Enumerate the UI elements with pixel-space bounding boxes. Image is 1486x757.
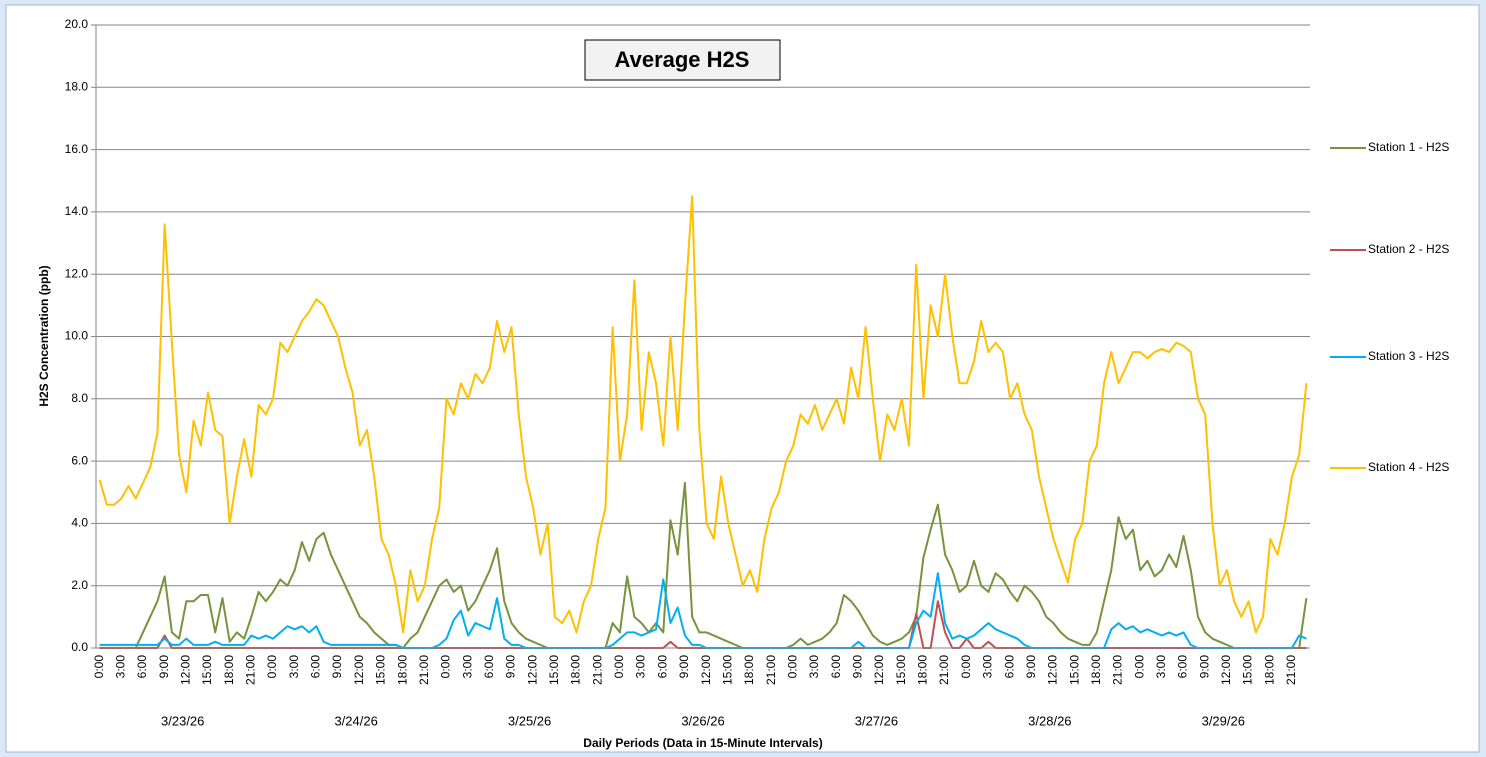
x-tick-label: 0:00	[92, 655, 106, 679]
x-tick-label: 21:00	[417, 655, 431, 685]
x-tick-label: 9:00	[677, 655, 691, 679]
x-tick-label: 9:00	[1197, 655, 1211, 679]
day-label: 3/27/26	[855, 713, 898, 728]
x-tick-label: 15:00	[894, 655, 908, 685]
x-tick-label: 6:00	[482, 655, 496, 679]
x-tick-label: 0:00	[612, 655, 626, 679]
x-tick-label: 12:00	[1219, 655, 1233, 685]
x-tick-label: 21:00	[937, 655, 951, 685]
x-tick-label: 15:00	[547, 655, 561, 685]
x-tick-label: 21:00	[1284, 655, 1298, 685]
day-label: 3/24/26	[334, 713, 377, 728]
x-tick-label: 3:00	[807, 655, 821, 679]
x-tick-label: 3:00	[981, 655, 995, 679]
y-tick-label: 0.0	[71, 640, 88, 654]
x-tick-label: 12:00	[525, 655, 539, 685]
x-tick-label: 0:00	[265, 655, 279, 679]
day-label: 3/28/26	[1028, 713, 1071, 728]
y-axis-title: H2S Concentration (ppb)	[37, 265, 51, 406]
x-tick-label: 18:00	[916, 655, 930, 685]
legend-label: Station 1 - H2S	[1368, 140, 1449, 154]
y-tick-label: 8.0	[71, 391, 88, 405]
x-axis-title: Daily Periods (Data in 15-Minute Interva…	[583, 736, 822, 750]
y-tick-label: 16.0	[65, 142, 89, 156]
x-tick-label: 9:00	[330, 655, 344, 679]
day-label: 3/25/26	[508, 713, 551, 728]
x-tick-label: 6:00	[655, 655, 669, 679]
x-tick-label: 21:00	[590, 655, 604, 685]
title-box	[584, 39, 781, 81]
x-tick-label: 18:00	[742, 655, 756, 685]
x-tick-label: 18:00	[1262, 655, 1276, 685]
x-tick-label: 18:00	[1089, 655, 1103, 685]
x-tick-label: 21:00	[1111, 655, 1125, 685]
series-line	[98, 195, 1308, 634]
x-tick-label: 9:00	[1024, 655, 1038, 679]
x-tick-label: 15:00	[374, 655, 388, 685]
x-tick-label: 3:00	[1154, 655, 1168, 679]
x-tick-label: 9:00	[851, 655, 865, 679]
x-tick-label: 9:00	[504, 655, 518, 679]
x-tick-label: 6:00	[829, 655, 843, 679]
x-tick-label: 6:00	[1002, 655, 1016, 679]
x-tick-label: 12:00	[1046, 655, 1060, 685]
x-tick-label: 0:00	[959, 655, 973, 679]
chart-title: Average H2S	[615, 47, 750, 72]
x-tick-label: 0:00	[1132, 655, 1146, 679]
x-tick-label: 3:00	[113, 655, 127, 679]
x-tick-label: 0:00	[439, 655, 453, 679]
legend-label: Station 4 - H2S	[1368, 460, 1449, 474]
day-label: 3/23/26	[161, 713, 204, 728]
x-tick-label: 12:00	[352, 655, 366, 685]
y-tick-label: 4.0	[71, 516, 88, 530]
x-tick-label: 3:00	[460, 655, 474, 679]
x-tick-label: 3:00	[634, 655, 648, 679]
x-tick-label: 0:00	[785, 655, 799, 679]
x-tick-label: 21:00	[244, 655, 258, 685]
x-tick-label: 6:00	[309, 655, 323, 679]
x-tick-label: 15:00	[1241, 655, 1255, 685]
y-tick-label: 6.0	[71, 453, 88, 467]
series-line	[99, 481, 1308, 649]
x-tick-label: 18:00	[222, 655, 236, 685]
x-tick-label: 3:00	[287, 655, 301, 679]
legend-label: Station 2 - H2S	[1368, 242, 1449, 256]
x-tick-label: 12:00	[699, 655, 713, 685]
x-tick-label: 21:00	[764, 655, 778, 685]
x-tick-label: 15:00	[1067, 655, 1081, 685]
x-tick-label: 18:00	[569, 655, 583, 685]
x-tick-label: 9:00	[157, 655, 171, 679]
series-line	[99, 572, 1307, 649]
x-tick-label: 12:00	[178, 655, 192, 685]
y-tick-label: 12.0	[65, 266, 89, 280]
y-tick-label: 2.0	[71, 578, 88, 592]
legend-label: Station 3 - H2S	[1368, 349, 1449, 363]
y-tick-label: 20.0	[65, 17, 89, 31]
day-label: 3/26/26	[681, 713, 724, 728]
x-tick-label: 15:00	[200, 655, 214, 685]
x-tick-label: 12:00	[872, 655, 886, 685]
day-label: 3/29/26	[1202, 713, 1245, 728]
x-tick-label: 18:00	[395, 655, 409, 685]
x-tick-label: 6:00	[1176, 655, 1190, 679]
y-tick-label: 18.0	[65, 79, 89, 93]
x-tick-label: 6:00	[135, 655, 149, 679]
chart-panel	[5, 4, 1480, 753]
y-tick-label: 10.0	[65, 329, 89, 343]
y-tick-label: 14.0	[65, 204, 89, 218]
x-tick-label: 15:00	[720, 655, 734, 685]
